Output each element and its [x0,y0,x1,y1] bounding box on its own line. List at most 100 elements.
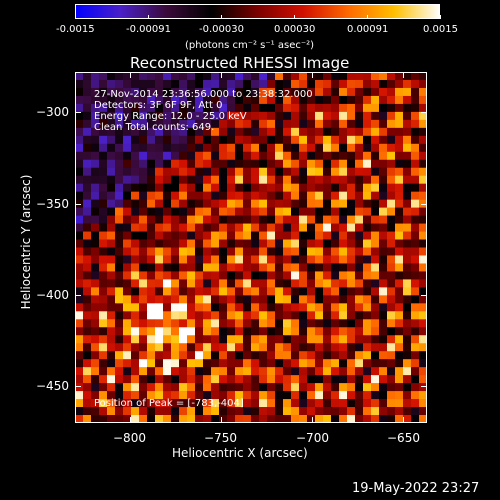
heatmap-cell [259,183,268,192]
heatmap-cell [131,191,140,200]
heatmap-cell [315,255,324,264]
heatmap-cell [411,367,420,376]
heatmap-cell [147,143,156,153]
heatmap-cell [387,351,396,360]
heatmap-cell [163,279,172,288]
heatmap-cell [283,159,292,169]
heatmap-cell [299,279,308,288]
heatmap-cell [163,183,172,192]
heatmap-cell [267,111,276,121]
heatmap-cell [275,287,284,296]
heatmap-cell [243,119,252,129]
heatmap-cell [411,111,420,121]
heatmap-cell [307,319,316,328]
heatmap-cell [403,415,412,423]
heatmap-cell [339,311,348,320]
heatmap-cell [315,359,324,368]
heatmap-cell [387,295,396,304]
heatmap-cell [123,263,132,272]
heatmap-cell [75,127,84,137]
heatmap-cell [243,199,252,208]
heatmap-cell [91,199,100,208]
y-tick [75,295,81,296]
heatmap-cell [179,79,188,89]
heatmap-cell [187,95,196,105]
heatmap-cell [299,72,308,81]
heatmap-cell [75,359,84,368]
heatmap-cell [371,303,380,312]
heatmap-cell [243,311,252,320]
heatmap-cell [99,167,108,177]
heatmap-cell [387,399,396,408]
heatmap-cell [211,399,220,408]
heatmap-cell [91,367,100,376]
heatmap-cell [259,327,268,336]
heatmap-cell [115,359,124,368]
heatmap-cell [139,255,148,264]
heatmap-cell [227,167,236,177]
heatmap-cell [211,167,220,177]
heatmap-cell [123,183,132,192]
heatmap-cell [211,231,220,240]
heatmap-cell [219,407,228,416]
heatmap-cell [75,72,84,81]
heatmap-cell [347,175,356,184]
heatmap-cell [219,303,228,312]
heatmap-cell [107,319,116,328]
heatmap-cell [211,159,220,169]
heatmap-cell [291,151,300,161]
heatmap-cell [195,407,204,416]
heatmap-cell [379,119,388,129]
heatmap-cell [147,207,156,216]
heatmap-cell [243,271,252,280]
heatmap-cell [203,255,212,264]
heatmap-cell [227,295,236,304]
heatmap-cell [387,72,396,81]
heatmap-cell [259,295,268,304]
heatmap-cell [91,375,100,384]
heatmap-cell [283,303,292,312]
heatmap-cell [123,167,132,177]
heatmap-cell [131,119,140,129]
heatmap-cell [99,319,108,328]
heatmap-cell [163,255,172,264]
heatmap-cell [307,191,316,200]
heatmap-cell [195,72,204,81]
heatmap-cell [139,319,148,328]
heatmap-cell [283,399,292,408]
heatmap-cell [75,255,84,264]
heatmap-cell [307,175,316,184]
heatmap-cell [355,247,364,256]
heatmap-cell [123,295,132,304]
heatmap-cell [251,263,260,272]
heatmap-cell [291,159,300,169]
heatmap-cell [195,95,204,105]
heatmap-cell [299,111,308,121]
heatmap-cell [147,319,156,328]
heatmap-cell [411,199,420,208]
heatmap-cell [363,119,372,129]
heatmap-cell [243,279,252,288]
heatmap-cell [339,79,348,89]
heatmap-cell [363,95,372,105]
heatmap-cell [267,215,276,224]
heatmap-cell [323,135,332,145]
heatmap-cell [107,175,116,184]
heatmap-cell [283,72,292,81]
heatmap-cell [147,111,156,121]
heatmap-cell [187,391,196,400]
heatmap-cell [83,375,92,384]
heatmap-cell [251,95,260,105]
heatmap-cell [395,111,404,121]
heatmap-cell [283,175,292,184]
heatmap-cell [155,135,164,145]
heatmap-cell [355,263,364,272]
heatmap-cell [411,87,420,97]
heatmap-cell [347,135,356,145]
heatmap-cell [203,335,212,344]
heatmap-cell [251,327,260,336]
heatmap-cell [419,263,427,272]
heatmap-cell [243,263,252,272]
heatmap-cell [259,367,268,376]
heatmap-cell [411,311,420,320]
